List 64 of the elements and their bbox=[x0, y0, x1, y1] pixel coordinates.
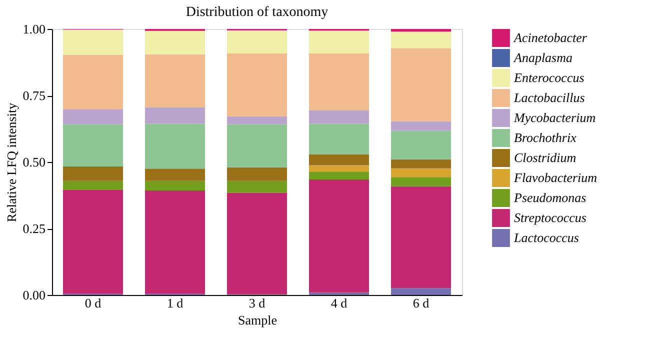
x-tick-label: 6 d bbox=[412, 296, 430, 310]
bar bbox=[145, 107, 205, 124]
bar bbox=[391, 186, 451, 288]
bar bbox=[145, 168, 205, 181]
bar bbox=[145, 190, 205, 294]
x-tick-label: 4 d bbox=[330, 296, 348, 310]
x-axis-title: Sample bbox=[238, 312, 278, 328]
bar bbox=[227, 180, 287, 193]
legend-label: Enterococcus bbox=[513, 70, 584, 85]
bar bbox=[391, 159, 451, 168]
bar bbox=[309, 110, 369, 124]
bar bbox=[391, 168, 451, 178]
bar bbox=[391, 121, 451, 131]
bar bbox=[63, 190, 123, 294]
y-tick-label: 0.50 bbox=[22, 154, 46, 170]
bar bbox=[63, 54, 123, 110]
x-tick-label: 0 d bbox=[84, 296, 102, 310]
legend-label: Acinetobacter bbox=[513, 30, 588, 45]
bar bbox=[309, 172, 369, 180]
bar bbox=[391, 177, 451, 186]
bar bbox=[309, 180, 369, 292]
legend-label: Pseudomonas bbox=[513, 190, 586, 205]
bar bbox=[391, 48, 451, 122]
legend-label: Mycobacterium bbox=[513, 110, 596, 125]
legend-label: Flavobacterium bbox=[513, 170, 598, 185]
y-tick-label: 0.00 bbox=[22, 288, 46, 302]
y-axis-title: Relative LFQ intensity bbox=[4, 102, 19, 222]
bar bbox=[145, 180, 205, 190]
bar bbox=[309, 154, 369, 166]
y-tick-label: 1.00 bbox=[22, 22, 46, 36]
legend-label: Streptococcus bbox=[514, 210, 586, 225]
bar bbox=[145, 54, 205, 108]
y-tick-label: 0.75 bbox=[22, 88, 46, 103]
bar bbox=[227, 30, 287, 54]
chart-title: Distribution of taxonomy bbox=[186, 5, 328, 20]
bar bbox=[145, 124, 205, 169]
bar bbox=[309, 53, 369, 110]
bar bbox=[227, 116, 287, 124]
bar bbox=[309, 165, 369, 172]
bar bbox=[309, 124, 369, 154]
bar bbox=[145, 30, 205, 54]
x-tick-label: 1 d bbox=[166, 296, 184, 310]
bar bbox=[391, 288, 451, 295]
x-tick-label: 3 d bbox=[248, 296, 266, 310]
bar bbox=[227, 53, 287, 116]
bar bbox=[63, 109, 123, 124]
y-tick-label: 0.25 bbox=[22, 221, 46, 236]
bar bbox=[63, 124, 123, 167]
legend-label: Lactococcus bbox=[513, 230, 579, 245]
bar bbox=[227, 167, 287, 181]
bar bbox=[309, 292, 369, 295]
legend-label: Lactobacillus bbox=[513, 90, 585, 105]
legend-label: Clostridium bbox=[514, 150, 576, 165]
bar bbox=[227, 192, 287, 294]
bar bbox=[63, 30, 123, 55]
bar bbox=[391, 32, 451, 48]
bar bbox=[309, 30, 369, 54]
bar bbox=[63, 166, 123, 181]
bar bbox=[227, 124, 287, 168]
legend-label: Brochothrix bbox=[514, 130, 577, 145]
legend-label: Anaplasma bbox=[513, 50, 573, 65]
bar bbox=[391, 29, 451, 32]
bar bbox=[391, 130, 451, 160]
bar bbox=[63, 180, 123, 190]
